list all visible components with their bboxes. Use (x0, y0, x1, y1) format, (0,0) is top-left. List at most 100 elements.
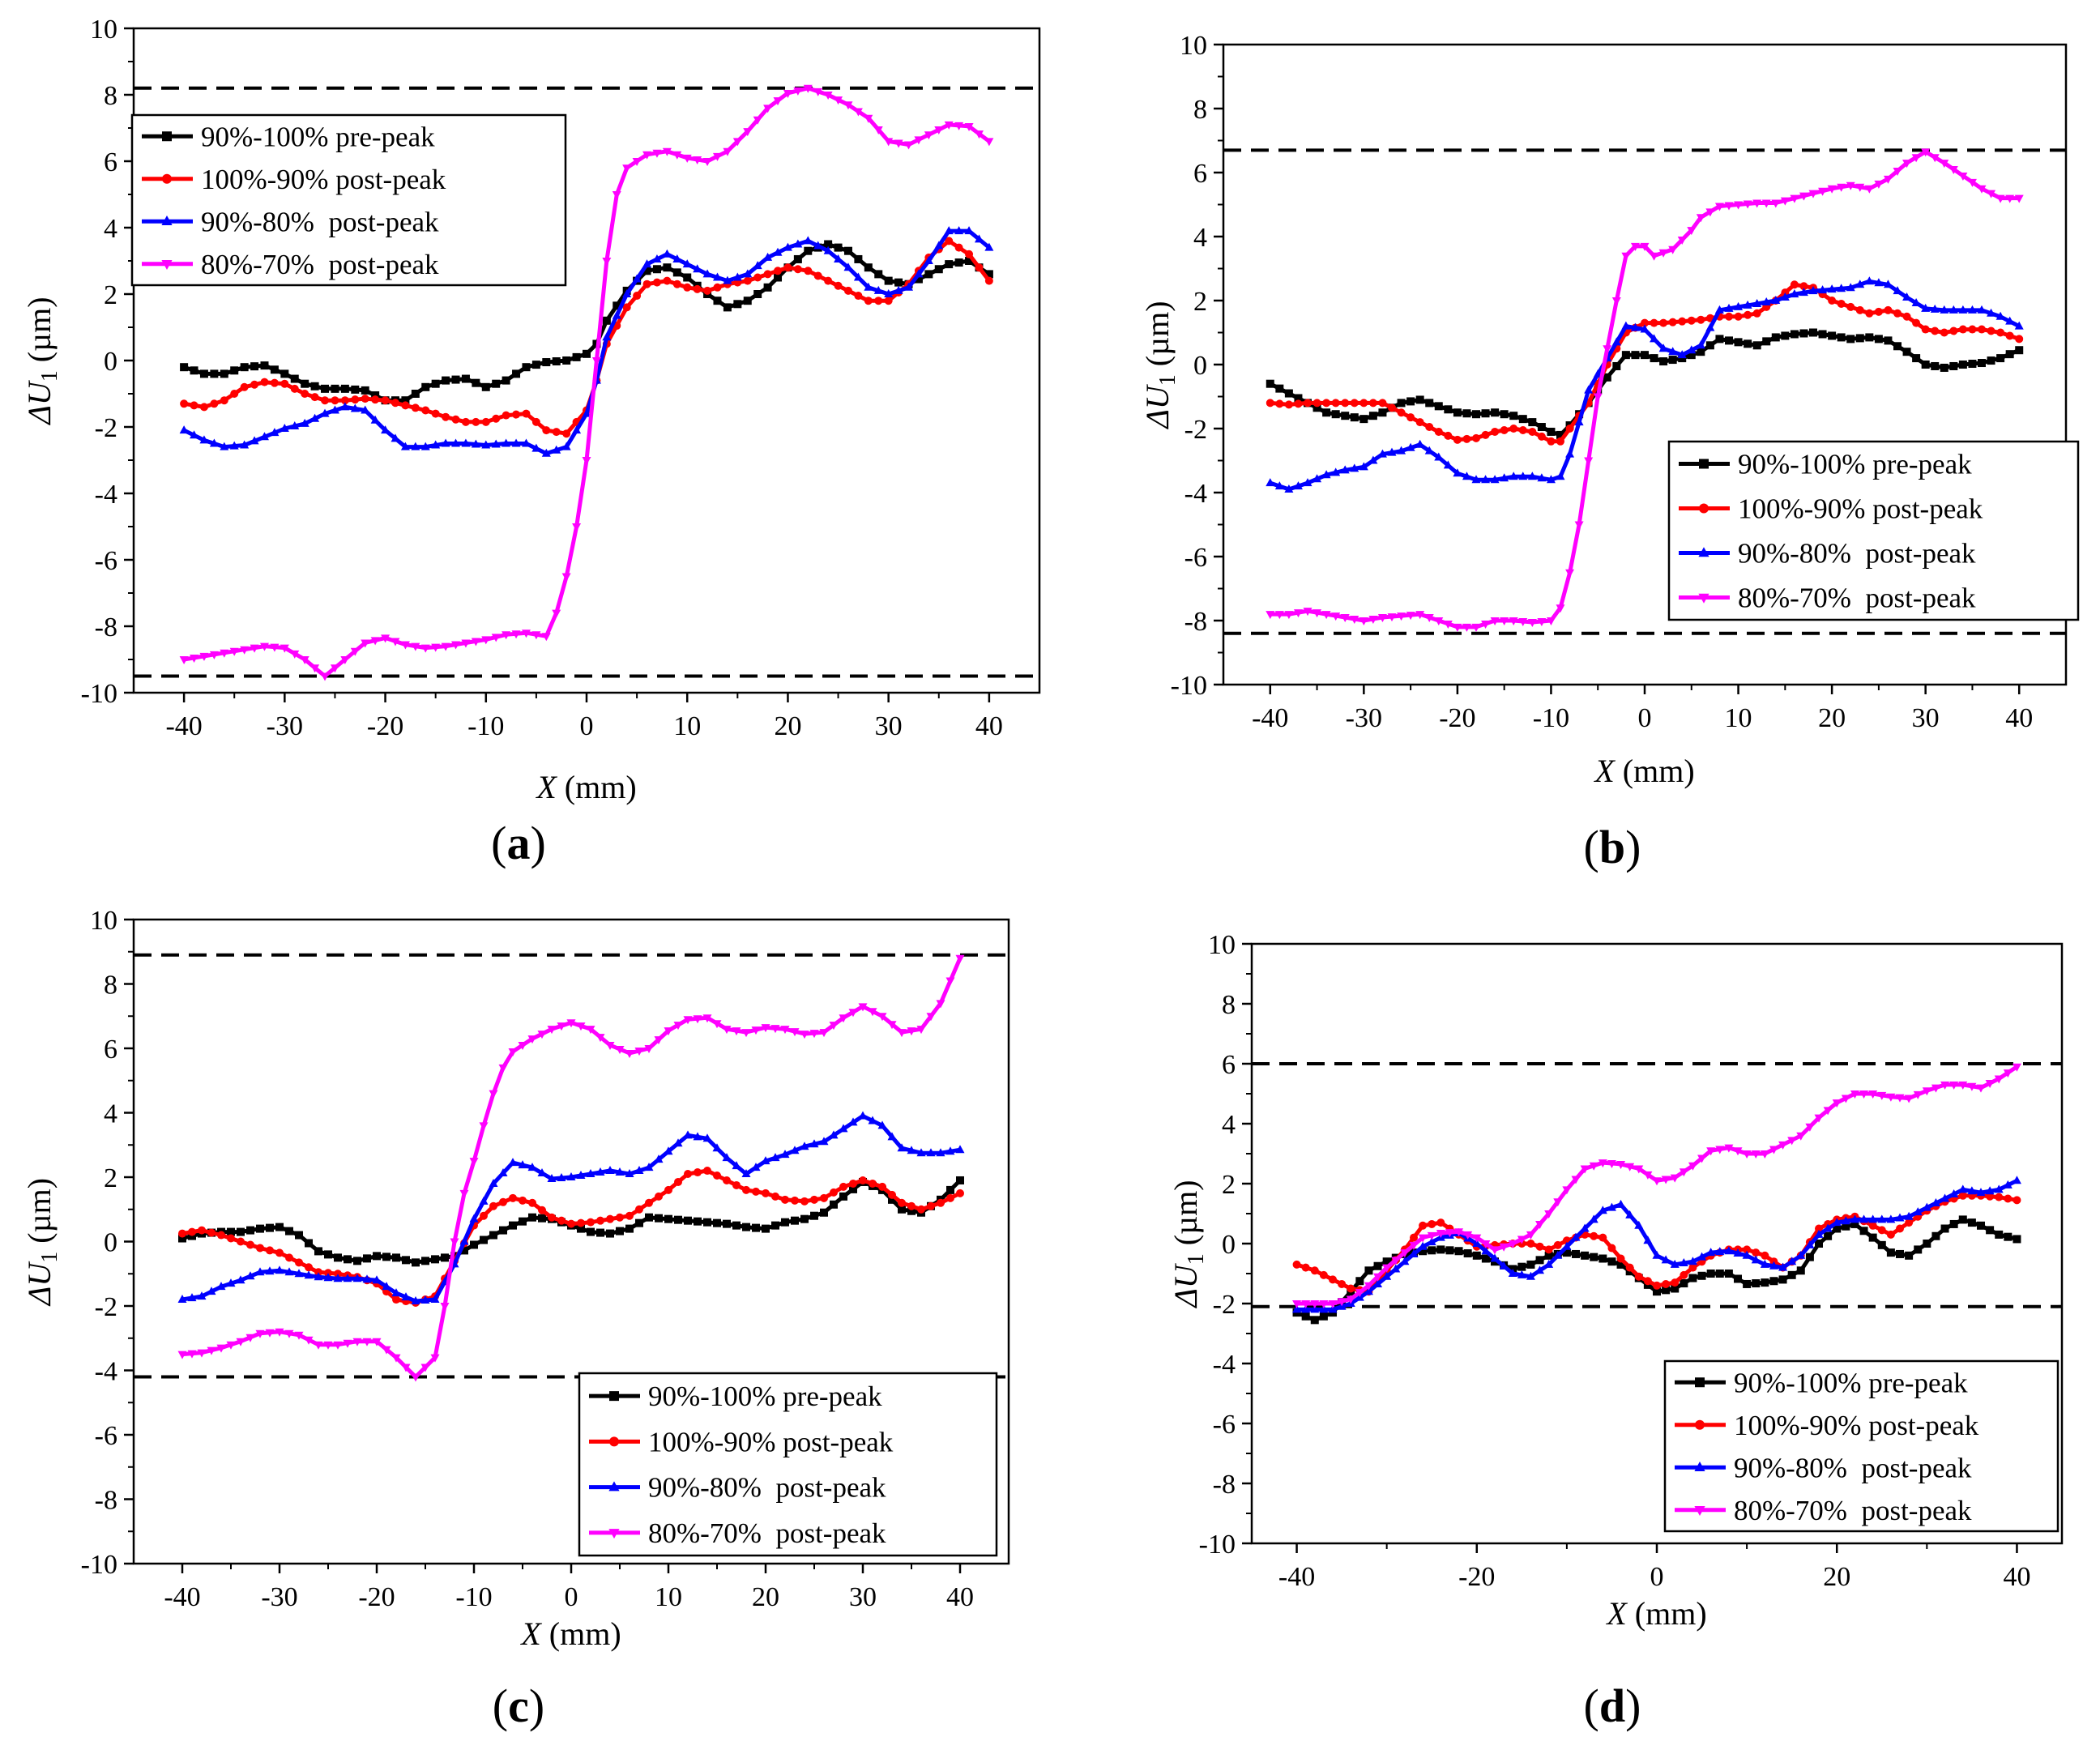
triangle-up-marker (693, 1132, 702, 1141)
y-axis-title-symbol: ΔU (1167, 1262, 1204, 1308)
series-line (1270, 282, 2021, 444)
triangle-down-marker (1787, 1137, 1797, 1146)
circle-marker (361, 395, 369, 403)
square-marker (1778, 1275, 1787, 1284)
triangle-up-marker (1418, 1241, 1428, 1250)
x-tick-label: -40 (1278, 1562, 1315, 1592)
triangle-up-marker (1292, 1304, 1302, 1313)
circle-marker (753, 273, 762, 282)
circle-marker (888, 1190, 896, 1199)
square-marker (1687, 351, 1696, 360)
square-marker (612, 301, 621, 310)
y-tick-label: -8 (95, 1486, 117, 1516)
x-axis-title-symbol: X (1593, 753, 1616, 789)
triangle-down-marker (370, 637, 380, 646)
circle-marker (266, 1246, 274, 1255)
triangle-up-marker (1904, 1211, 1914, 1220)
x-tick-label: 40 (2003, 1562, 2030, 1592)
triangle-up-marker (226, 1278, 236, 1287)
circle-marker (1547, 437, 1556, 446)
triangle-up-marker (1406, 442, 1415, 451)
triangle-up-marker (333, 1274, 343, 1282)
circle-marker (1419, 1221, 1428, 1230)
square-marker (907, 1206, 916, 1215)
triangle-down-marker (1373, 1273, 1383, 1282)
x-axis-title: X (mm) (535, 769, 636, 805)
circle-marker (1301, 1263, 1310, 1272)
triangle-down-marker (259, 642, 269, 651)
triangle-up-marker (469, 1214, 479, 1223)
triangle-down-marker (897, 1029, 907, 1038)
triangle-down-marker (984, 138, 994, 147)
triangle-up-marker (904, 282, 914, 291)
square-marker (810, 1211, 818, 1220)
circle-marker (321, 396, 330, 405)
square-marker (461, 374, 470, 383)
triangle-up-marker (582, 408, 591, 417)
triangle-down-marker (1611, 297, 1621, 305)
x-tick-label: 10 (673, 711, 701, 741)
circle-marker (256, 1244, 264, 1253)
triangle-down-marker (1359, 617, 1368, 625)
circle-marker (1837, 299, 1846, 308)
triangle-up-marker (1562, 1241, 1572, 1250)
triangle-up-marker (489, 1178, 498, 1187)
square-marker (752, 1223, 760, 1232)
triangle-down-marker (1985, 1080, 1995, 1089)
square-marker (732, 1221, 741, 1230)
circle-marker (1347, 1284, 1355, 1293)
square-marker (793, 254, 802, 263)
triangle-down-marker (1634, 1165, 1644, 1174)
triangle-up-marker (834, 254, 843, 262)
triangle-down-marker (320, 672, 330, 681)
square-marker (2004, 1232, 2012, 1241)
triangle-down-marker (280, 644, 289, 653)
triangle-down-marker (702, 1014, 712, 1023)
circle-marker (1415, 418, 1424, 427)
triangle-down-marker (1546, 617, 1556, 625)
triangle-up-marker (1715, 1247, 1725, 1256)
circle-marker (830, 1188, 838, 1197)
square-marker (489, 1231, 497, 1240)
square-marker (1865, 333, 1874, 342)
x-tick-label: -10 (467, 711, 504, 741)
triangle-down-marker (1418, 1234, 1428, 1243)
triangle-down-marker (1445, 1229, 1454, 1238)
triangle-up-marker (1696, 340, 1705, 349)
triangle-up-marker (829, 1130, 839, 1139)
triangle-up-marker (1913, 1207, 1923, 1216)
triangle-up-marker (1508, 1269, 1517, 1277)
y-tick-label: -2 (1184, 415, 1207, 445)
triangle-down-marker (945, 977, 955, 986)
triangle-up-marker (1985, 1186, 1995, 1195)
triangle-down-marker (511, 630, 521, 639)
triangle-up-marker (945, 1146, 955, 1155)
circle-marker (1565, 425, 1574, 433)
square-marker (1868, 1233, 1877, 1242)
y-axis-title-symbol: ΔU (21, 379, 58, 425)
circle-marker (703, 286, 712, 295)
triangle-up-marker (280, 424, 289, 433)
y-tick-label: 10 (1180, 31, 1207, 61)
triangle-down-marker (964, 122, 974, 131)
square-marker (753, 290, 762, 298)
triangle-up-marker (894, 285, 903, 294)
circle-marker (763, 270, 772, 279)
triangle-up-marker (1814, 1229, 1824, 1238)
y-axis-title-symbol: ΔU (1139, 383, 1176, 429)
square-marker (1472, 410, 1480, 419)
x-tick-label: 0 (580, 711, 594, 741)
triangle-down-marker (634, 1047, 644, 1056)
triangle-down-marker (1734, 201, 1744, 210)
triangle-up-marker (1368, 455, 1378, 464)
x-tick-label: 20 (1818, 703, 1846, 733)
triangle-up-marker (391, 433, 400, 442)
y-tick-label: 10 (90, 906, 117, 936)
triangle-down-marker (1556, 604, 1565, 613)
circle-marker (1462, 434, 1471, 443)
triangle-down-marker (333, 1341, 343, 1350)
triangle-down-marker (481, 636, 491, 645)
legend-label: 80%-70% post-peak (1734, 1495, 1972, 1526)
